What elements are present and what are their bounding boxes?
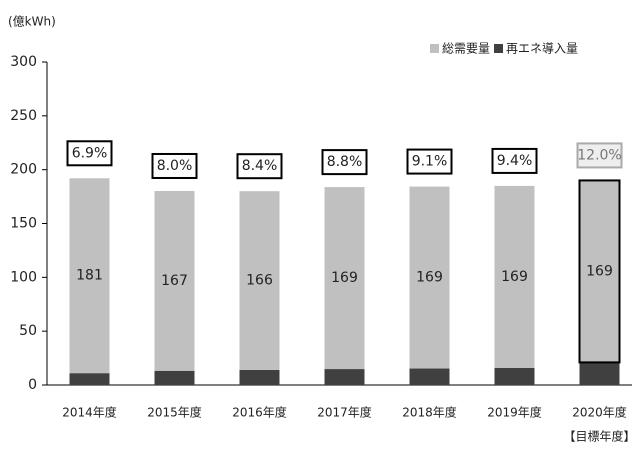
bar-segment: [154, 370, 195, 385]
y-tick-label: 100: [10, 269, 37, 285]
bar-segment: [579, 362, 620, 385]
bar-segment: [239, 369, 280, 385]
bar-segment: [324, 187, 365, 370]
unit-label: (億kWh): [8, 15, 56, 29]
share-box: [491, 147, 538, 174]
data-label: 169: [501, 269, 528, 285]
legend-label: 再エネ導入量: [506, 42, 578, 56]
share-label: 8.8%: [327, 154, 363, 170]
bar-segment: [409, 368, 450, 385]
bar-segment: [494, 185, 535, 368]
x-tick-label: 2015年度: [147, 405, 202, 420]
share-label: 9.4%: [497, 153, 533, 169]
x-tick-label: 2017年度: [317, 405, 372, 420]
share-box: [236, 153, 283, 180]
bar-segment: [69, 373, 110, 385]
y-tick-label: 250: [10, 108, 37, 124]
y-tick-label: 50: [19, 323, 37, 339]
data-label: 181: [76, 268, 103, 284]
y-tick-label: 300: [10, 54, 37, 70]
share-label: 8.4%: [242, 158, 278, 174]
y-tick-label: 150: [10, 216, 37, 232]
share-label: 9.1%: [412, 154, 448, 170]
share-box: [321, 149, 368, 176]
share-box: [406, 148, 453, 175]
y-tick-label: 200: [10, 162, 37, 178]
legend-swatch: [494, 44, 504, 53]
share-box: [66, 140, 113, 167]
share-box: [576, 142, 623, 169]
bar-segment: [578, 179, 621, 364]
legend-swatch: [430, 44, 439, 53]
x-tick-label: 2019年度: [487, 405, 542, 420]
share-box: [151, 152, 198, 179]
share-label: 6.9%: [72, 145, 108, 161]
x-tick-label: 2016年度: [232, 405, 287, 420]
share-label: 8.0%: [157, 158, 193, 174]
x-tick-label: 2018年度: [402, 405, 457, 420]
data-label: 169: [331, 270, 358, 286]
data-label: 167: [161, 273, 188, 289]
x-tick-label: 2020年度: [572, 405, 627, 420]
bar-segment: [409, 186, 450, 369]
bar-segment: [154, 190, 195, 371]
bar-segment: [324, 369, 365, 385]
data-label: 166: [246, 273, 273, 289]
target-note: 【目標年度】: [563, 429, 635, 444]
bar-segment: [69, 178, 110, 374]
y-tick-label: 0: [28, 377, 37, 393]
data-label: 169: [416, 270, 443, 286]
bar-segment: [239, 191, 280, 370]
x-tick-label: 2014年度: [62, 405, 117, 420]
share-label: 12.0%: [577, 147, 621, 163]
bar-segment: [494, 367, 535, 385]
legend-label: 総需要量: [442, 42, 490, 56]
data-label: 169: [586, 263, 613, 279]
